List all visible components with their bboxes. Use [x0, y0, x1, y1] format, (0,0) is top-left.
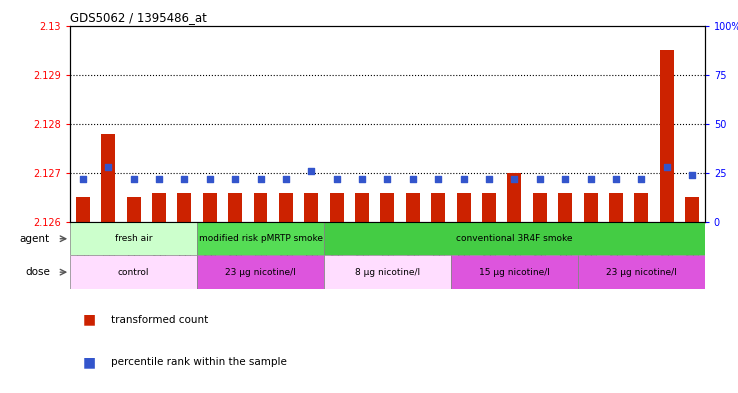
Bar	[203, 193, 217, 222]
Text: control: control	[118, 268, 149, 277]
Bar	[635, 193, 648, 222]
Bar	[355, 193, 369, 222]
Point	[610, 176, 622, 182]
Point	[559, 176, 571, 182]
Bar	[451, 255, 578, 289]
Bar	[76, 198, 90, 222]
Point	[356, 176, 368, 182]
Text: GDS5062 / 1395486_at: GDS5062 / 1395486_at	[70, 11, 207, 24]
Text: conventional 3R4F smoke: conventional 3R4F smoke	[456, 234, 573, 243]
Text: 15 μg nicotine/l: 15 μg nicotine/l	[479, 268, 550, 277]
Bar	[533, 193, 547, 222]
Point	[382, 176, 393, 182]
Point	[153, 176, 165, 182]
Bar	[279, 193, 293, 222]
Point	[306, 168, 317, 174]
Bar	[304, 193, 318, 222]
Point	[255, 176, 266, 182]
Point	[230, 176, 241, 182]
Bar	[330, 193, 344, 222]
Point	[331, 176, 342, 182]
Bar	[584, 193, 598, 222]
Text: dose: dose	[25, 267, 49, 277]
Text: 23 μg nicotine/l: 23 μg nicotine/l	[606, 268, 677, 277]
Bar	[197, 255, 324, 289]
Point	[635, 176, 647, 182]
Text: ■: ■	[83, 355, 96, 369]
Text: agent: agent	[20, 234, 49, 244]
Bar	[101, 134, 115, 222]
Bar	[381, 193, 394, 222]
Point	[280, 176, 292, 182]
Text: 23 μg nicotine/l: 23 μg nicotine/l	[225, 268, 296, 277]
Point	[77, 176, 89, 182]
Bar	[431, 193, 445, 222]
Bar	[578, 255, 705, 289]
Bar	[609, 193, 623, 222]
Bar	[197, 222, 324, 255]
Bar	[508, 173, 521, 222]
Bar	[685, 198, 699, 222]
Bar	[324, 255, 451, 289]
Point	[661, 164, 672, 170]
Point	[584, 176, 596, 182]
Point	[204, 176, 215, 182]
Point	[508, 176, 520, 182]
Bar	[558, 193, 572, 222]
Text: fresh air: fresh air	[115, 234, 152, 243]
Point	[458, 176, 469, 182]
Bar	[324, 222, 705, 255]
Bar	[70, 255, 197, 289]
Bar	[70, 222, 197, 255]
Text: 8 μg nicotine/l: 8 μg nicotine/l	[355, 268, 420, 277]
Text: ■: ■	[83, 313, 96, 327]
Bar	[177, 193, 191, 222]
Bar	[457, 193, 471, 222]
Bar	[254, 193, 267, 222]
Point	[179, 176, 190, 182]
Bar	[127, 198, 140, 222]
Point	[128, 176, 139, 182]
Bar	[228, 193, 242, 222]
Bar	[482, 193, 496, 222]
Point	[407, 176, 418, 182]
Bar	[152, 193, 166, 222]
Text: modified risk pMRTP smoke: modified risk pMRTP smoke	[199, 234, 323, 243]
Point	[686, 172, 698, 178]
Text: percentile rank within the sample: percentile rank within the sample	[111, 357, 287, 367]
Text: transformed count: transformed count	[111, 315, 209, 325]
Point	[534, 176, 545, 182]
Bar	[660, 50, 674, 222]
Point	[103, 164, 114, 170]
Point	[483, 176, 495, 182]
Bar	[406, 193, 420, 222]
Point	[432, 176, 444, 182]
